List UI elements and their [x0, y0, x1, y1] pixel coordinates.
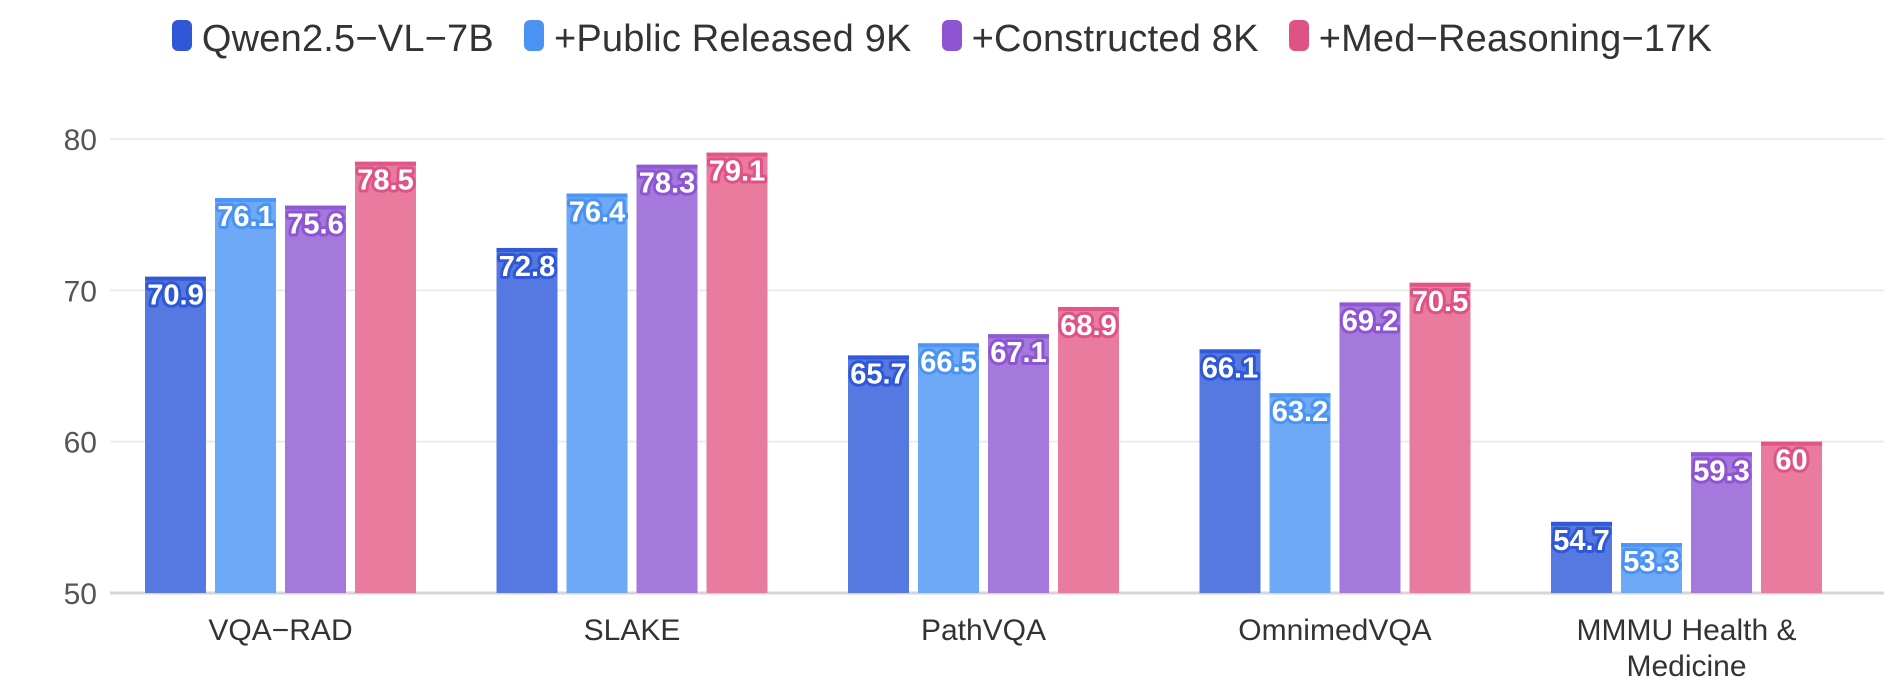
bar-top — [1269, 393, 1331, 398]
bar-top — [1058, 306, 1119, 311]
legend: Qwen2.5−VL−7B +Public Released 9K +Constru… — [0, 18, 1884, 61]
value-label: 65.7 — [850, 358, 906, 390]
bar — [1339, 302, 1401, 593]
legend-swatch — [1288, 20, 1309, 51]
value-label: 68.9 — [1060, 310, 1116, 342]
value-label: 69.2 — [1342, 305, 1398, 337]
bar-top — [1339, 302, 1401, 307]
legend-label: +Med−Reasoning−17K — [1318, 18, 1713, 60]
legend-label: +Public Released 9K — [553, 18, 912, 60]
bar — [1691, 452, 1752, 593]
x-tick-label: MMMU Health & — [1576, 614, 1796, 647]
value-label: 60 — [1775, 445, 1807, 477]
bar — [1761, 441, 1822, 593]
bar-top — [215, 198, 276, 203]
legend-item[interactable]: Qwen2.5−VL−7B — [171, 18, 494, 61]
legend-swatch — [523, 20, 544, 51]
bar — [566, 193, 628, 594]
bar — [1409, 282, 1471, 593]
bar-top — [566, 193, 628, 198]
bar — [636, 164, 698, 593]
bar-top — [1691, 452, 1752, 457]
bar — [988, 334, 1049, 593]
bar-top — [355, 161, 416, 166]
value-label: 72.8 — [499, 251, 555, 283]
value-label: 78.3 — [639, 168, 695, 200]
bar-top — [848, 355, 909, 360]
y-tick-label: 80 — [64, 124, 97, 157]
value-label: 66.5 — [920, 346, 976, 378]
legend-swatch — [171, 20, 192, 51]
bar — [706, 152, 768, 593]
value-label: 59.3 — [1693, 455, 1749, 487]
x-tick-label: PathVQA — [921, 614, 1046, 647]
value-label: 76.4 — [569, 196, 625, 228]
bar — [1199, 349, 1261, 593]
value-label: 79.1 — [709, 156, 765, 188]
bar — [1058, 306, 1119, 593]
bar — [1551, 521, 1612, 593]
bar-top — [1409, 282, 1471, 287]
legend-item[interactable]: +Constructed 8K — [941, 18, 1259, 61]
y-tick-label: 70 — [64, 275, 97, 308]
bar — [918, 343, 979, 593]
value-label: 78.5 — [357, 165, 413, 197]
x-tick-label: Medicine — [1626, 650, 1746, 683]
y-tick-label: 50 — [64, 578, 97, 611]
value-label: 70.5 — [1412, 286, 1468, 318]
value-label: 76.1 — [217, 201, 273, 233]
bar-top — [496, 247, 558, 252]
bar — [215, 198, 276, 593]
value-label: 75.6 — [287, 209, 343, 241]
value-label: 66.1 — [1202, 352, 1258, 384]
bar-top — [285, 205, 346, 210]
value-label: 53.3 — [1623, 546, 1679, 578]
bar-top — [706, 152, 768, 157]
bar-top — [1621, 543, 1682, 548]
bar — [848, 355, 909, 593]
value-label: 54.7 — [1553, 525, 1609, 557]
x-tick-label: OmnimedVQA — [1238, 614, 1431, 647]
bar-top — [636, 164, 698, 169]
bar-top — [988, 334, 1049, 339]
value-label: 67.1 — [990, 337, 1046, 369]
legend-swatch — [941, 20, 962, 51]
legend-item[interactable]: +Public Released 9K — [523, 18, 912, 61]
legend-label: Qwen2.5−VL−7B — [201, 18, 494, 60]
bar — [1269, 393, 1331, 593]
bar — [145, 276, 206, 593]
bar — [1621, 543, 1682, 593]
bar-top — [918, 343, 979, 348]
x-tick-label: VQA−RAD — [208, 614, 352, 647]
bar — [496, 247, 558, 593]
y-tick-label: 60 — [64, 427, 97, 460]
bar-top — [145, 276, 206, 281]
legend-item[interactable]: +Med−Reasoning−17K — [1288, 18, 1713, 61]
bar-top — [1199, 349, 1261, 354]
bar — [285, 205, 346, 593]
bar-top — [1551, 521, 1612, 526]
bar — [355, 161, 416, 593]
bar-top — [1761, 441, 1822, 446]
x-tick-label: SLAKE — [584, 614, 681, 647]
value-label: 63.2 — [1272, 396, 1328, 428]
value-label: 70.9 — [147, 280, 203, 312]
legend-label: +Constructed 8K — [971, 18, 1259, 60]
